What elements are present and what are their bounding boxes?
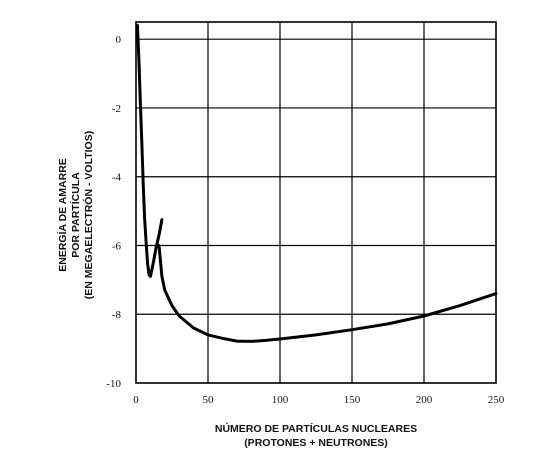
y-axis-title-line-3: (EN MEGAELECTRÓN - VOLTIOS) [82,131,95,299]
x-axis-title-line-1: NÚMERO DE PARTÍCULAS NUCLEARES [215,422,417,435]
y-tick-label--10: -10 [106,378,121,390]
x-tick-label-250: 250 [488,394,505,406]
y-tick-label--6: -6 [112,240,122,252]
grid-lines [136,22,496,383]
curves-group [135,23,498,343]
y-axis-title: ENERGÍA DE AMARRE POR PARTÍCULA (EN MEGA… [56,131,95,299]
x-axis-title-line-2: (PROTONES + NEUTRONES) [244,437,388,449]
x-tick-label-200: 200 [416,394,433,406]
binding-energy-curve-1 [135,23,164,278]
x-tick-labels: 0 50 100 150 200 250 [133,394,505,406]
y-tick-label--2: -2 [112,103,121,115]
y-tick-label--4: -4 [112,172,122,184]
plot-frame [135,21,497,384]
x-tick-label-50: 50 [203,394,215,406]
x-tick-label-0: 0 [133,394,139,406]
y-tick-label--8: -8 [112,309,122,321]
x-tick-label-150: 150 [344,394,361,406]
y-tick-labels: 0 -2 -4 -6 -8 -10 [106,34,121,390]
y-tick-label-0: 0 [116,34,122,46]
y-axis-title-line-2: POR PARTÍCULA [69,172,82,258]
binding-energy-curve-2 [157,244,498,343]
x-tick-label-100: 100 [272,394,289,406]
y-axis-title-line-1: ENERGÍA DE AMARRE [56,158,69,272]
